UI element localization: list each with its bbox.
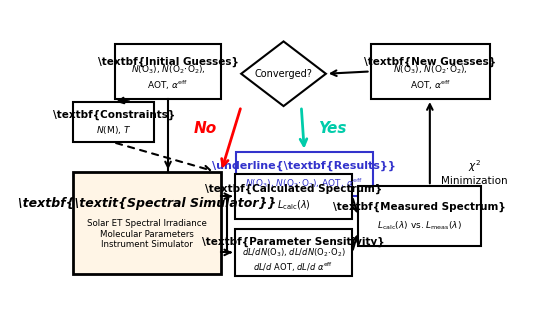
Text: Solar ET Spectral Irradiance
Molecular Parameters
Instrument Simulator: Solar ET Spectral Irradiance Molecular P… xyxy=(87,219,207,249)
Text: \textbf{\textit{Spectral Simulator}}: \textbf{\textit{Spectral Simulator}} xyxy=(18,197,277,210)
Text: $L_{\rm calc}(\lambda)$ vs. $L_{\rm meas}(\lambda)$: $L_{\rm calc}(\lambda)$ vs. $L_{\rm meas… xyxy=(377,219,462,232)
Text: Yes: Yes xyxy=(318,121,346,136)
Bar xyxy=(235,174,352,218)
Text: $N$(O$_3$), $N$(O$_2$$\!\cdot\!$O$_2$), AOT, $\alpha^{\rm eff}$: $N$(O$_3$), $N$(O$_2$$\!\cdot\!$O$_2$), … xyxy=(245,176,363,190)
Text: \textbf{Constraints}: \textbf{Constraints} xyxy=(53,110,175,120)
Bar xyxy=(115,44,221,99)
Bar xyxy=(236,151,373,196)
Bar xyxy=(73,172,221,274)
Text: Converged?: Converged? xyxy=(255,69,312,79)
Text: $L_{\rm calc}(\lambda)$: $L_{\rm calc}(\lambda)$ xyxy=(277,199,310,212)
Text: No: No xyxy=(193,121,217,136)
Text: \textbf{Measured Spectrum}: \textbf{Measured Spectrum} xyxy=(333,202,506,212)
Text: $\chi^2$
Minimization: $\chi^2$ Minimization xyxy=(441,159,508,186)
Text: $dL/dN$(O$_3$), $dL/dN$(O$_2$$\!\cdot\!$O$_2$)
$dL/d$ AOT, $dL/d$ $\alpha^{\rm e: $dL/dN$(O$_3$), $dL/dN$(O$_2$$\!\cdot\!$… xyxy=(242,246,345,274)
Text: \underline{\textbf{Results}}: \underline{\textbf{Results}} xyxy=(212,161,396,171)
Text: $N$(O$_3$), $N$(O$_2$$\!\cdot\!$O$_2$),
AOT, $\alpha^{\rm eff}$: $N$(O$_3$), $N$(O$_2$$\!\cdot\!$O$_2$), … xyxy=(393,64,468,92)
Text: $N$(M), $T$: $N$(M), $T$ xyxy=(96,124,132,136)
Bar xyxy=(235,228,352,276)
Text: \textbf{Parameter Sensitivity}: \textbf{Parameter Sensitivity} xyxy=(202,237,385,247)
Bar xyxy=(73,102,154,142)
Bar xyxy=(371,44,490,99)
Polygon shape xyxy=(241,41,326,106)
Text: $N$(O$_3$), $N$(O$_2$$\!\cdot\!$O$_2$),
AOT, $\alpha^{\rm eff}$: $N$(O$_3$), $N$(O$_2$$\!\cdot\!$O$_2$), … xyxy=(131,64,206,92)
Text: \textbf{New Guesses}: \textbf{New Guesses} xyxy=(364,57,496,67)
Text: \textbf{Initial Guesses}: \textbf{Initial Guesses} xyxy=(98,57,239,67)
Bar xyxy=(358,186,482,246)
Text: \textbf{Calculated Spectrum}: \textbf{Calculated Spectrum} xyxy=(205,183,382,194)
